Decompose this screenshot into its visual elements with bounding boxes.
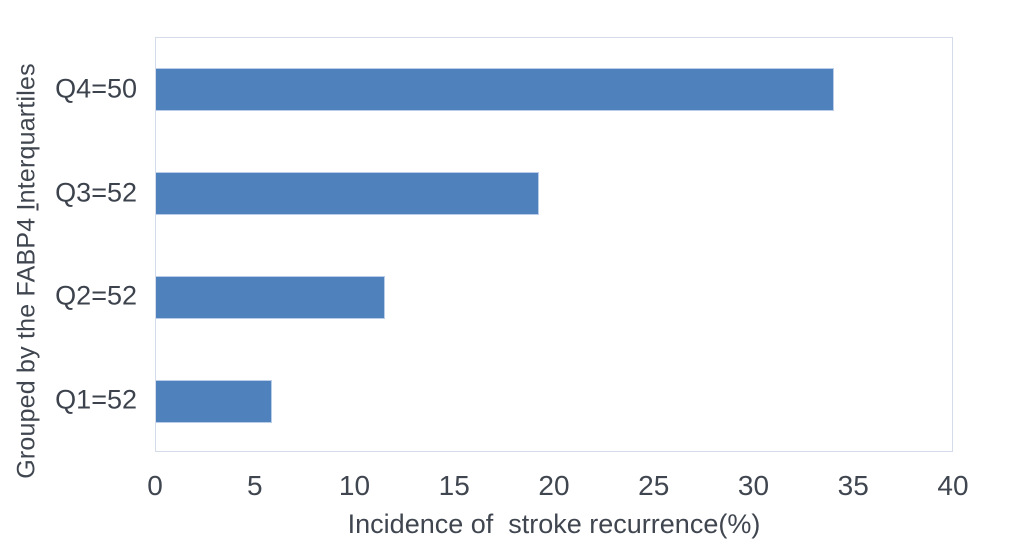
category-label-q1: Q1=52 bbox=[55, 384, 137, 415]
x-tick-label-15: 15 bbox=[438, 470, 470, 501]
x-tick-label-40: 40 bbox=[937, 470, 969, 501]
bar-q3 bbox=[156, 172, 540, 216]
x-tick-label-20: 20 bbox=[538, 470, 570, 501]
x-tick-label-5: 5 bbox=[246, 470, 263, 501]
category-label-q2: Q2=52 bbox=[55, 280, 137, 311]
bar-q1 bbox=[156, 379, 272, 423]
bar-q2 bbox=[156, 275, 386, 319]
x-tick-label-30: 30 bbox=[737, 470, 770, 501]
x-tick-label-25: 25 bbox=[638, 470, 670, 501]
category-label-q3: Q3=52 bbox=[55, 177, 137, 208]
plot-area bbox=[155, 37, 953, 452]
x-axis-title: Incidence of stroke recurrence(%) bbox=[347, 509, 761, 539]
bar-q4 bbox=[156, 68, 835, 112]
category-label-q4: Q4=50 bbox=[55, 73, 137, 104]
y-axis-title: Grouped by the FABP4 Interquartiles bbox=[13, 63, 42, 479]
x-tick-label-10: 10 bbox=[338, 470, 371, 501]
x-tick-label-0: 0 bbox=[147, 470, 163, 501]
x-tick-label-35: 35 bbox=[837, 470, 869, 501]
y-axis-title-text-pre: Grouped by the FABP4 bbox=[12, 210, 41, 479]
